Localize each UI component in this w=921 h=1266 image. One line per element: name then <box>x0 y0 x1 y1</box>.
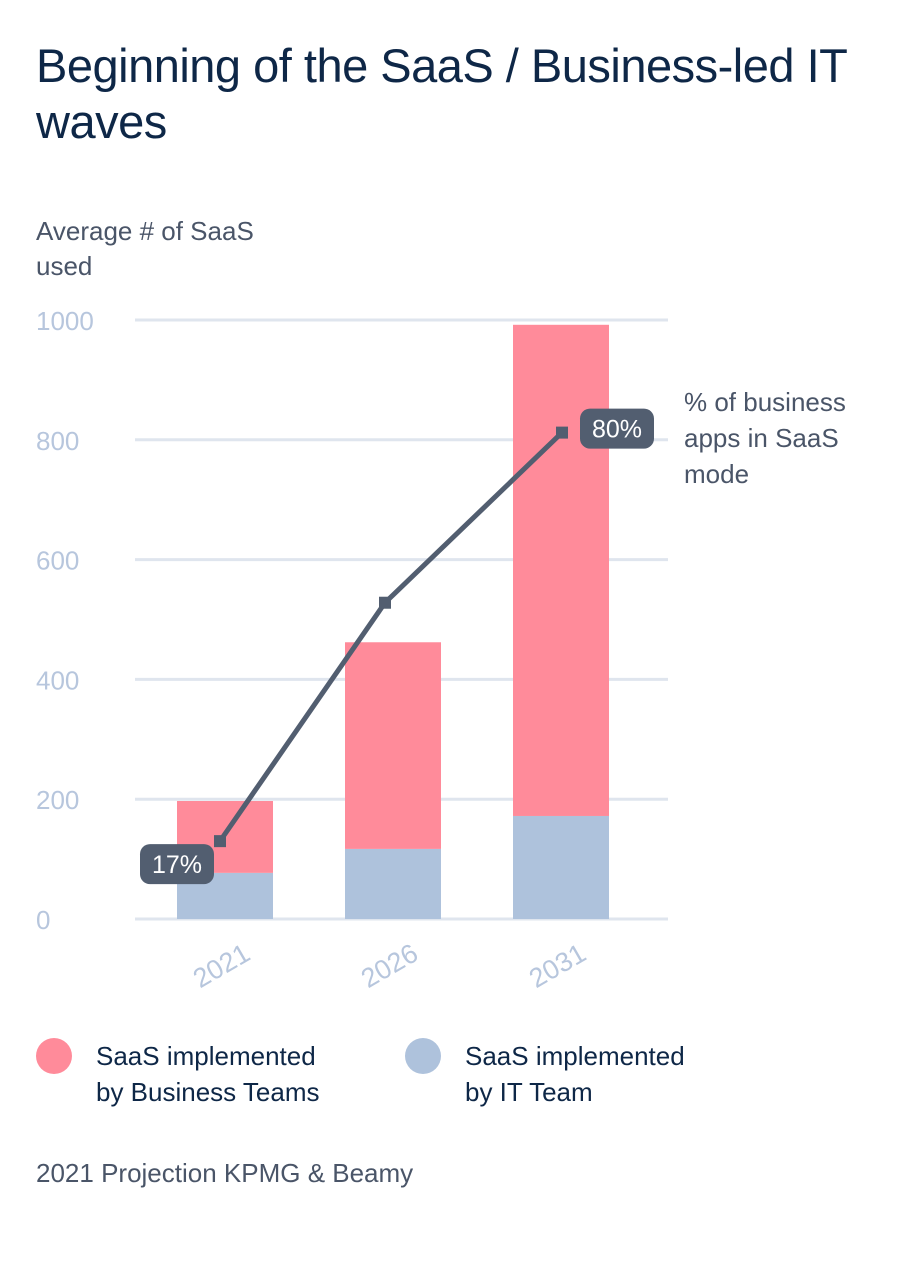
legend-item-business: SaaS implemented by Business Teams <box>96 1038 320 1110</box>
bar-business-2031 <box>513 324 609 816</box>
point-label: 17% <box>152 851 202 879</box>
y-tick-label: 0 <box>36 905 50 935</box>
y-tick-label: 200 <box>36 785 79 815</box>
y-tick-label: 600 <box>36 546 79 576</box>
point-label-badge <box>580 408 654 449</box>
x-tick-label: 2021 <box>188 938 255 994</box>
point-label-badge <box>140 844 214 885</box>
legend-item-it: SaaS implemented by IT Team <box>465 1038 685 1110</box>
legend-text: by IT Team <box>465 1077 593 1107</box>
bar-it-2026 <box>345 848 441 919</box>
x-tick-label: 2031 <box>524 938 591 994</box>
line-point <box>556 426 568 439</box>
x-tick-label: 2026 <box>356 938 423 994</box>
chart-title: Beginning of the SaaS / Business-led IT … <box>36 39 847 148</box>
bar-business-2026 <box>345 642 441 849</box>
legend-swatch-it <box>405 1038 441 1074</box>
line-series-label: % of business apps in SaaS mode <box>684 387 846 489</box>
legend-swatch-business <box>36 1038 72 1074</box>
legend-text: SaaS implemented <box>465 1041 685 1071</box>
legend-text: by Business Teams <box>96 1077 320 1107</box>
y-tick-label: 400 <box>36 665 79 695</box>
line-point <box>214 835 226 848</box>
source-note: 2021 Projection KPMG & Beamy <box>36 1158 414 1188</box>
y-tick-label: 1000 <box>36 306 94 336</box>
bar-it-2031 <box>513 815 609 919</box>
legend-text: SaaS implemented <box>96 1041 316 1071</box>
line-point <box>379 596 391 609</box>
y-tick-label: 800 <box>36 426 79 456</box>
y-axis-label: Average # of SaaS used <box>36 216 254 281</box>
point-label: 80% <box>592 416 642 444</box>
